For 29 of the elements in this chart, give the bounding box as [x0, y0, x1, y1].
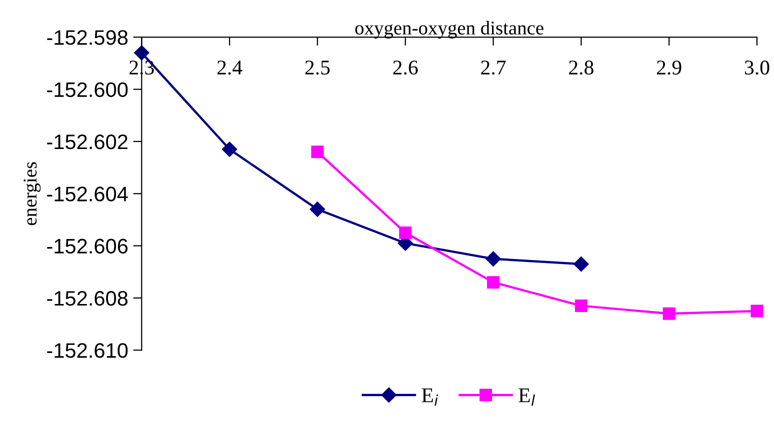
point	[311, 146, 324, 158]
y-tick-label: -152.608	[47, 290, 128, 306]
point	[222, 142, 238, 157]
x-tick-label: 2.6	[393, 60, 418, 75]
x-axis-title: oxygen-oxygen distance	[355, 20, 544, 39]
x-tick-label: 2.9	[656, 60, 682, 75]
point	[399, 226, 412, 240]
legend-label: E$_{l}$	[518, 388, 535, 406]
x-tick-label: 2.4	[217, 60, 242, 75]
point	[134, 45, 150, 60]
point	[574, 256, 589, 272]
legend-label: E$_{i}$	[422, 388, 438, 406]
point	[486, 251, 501, 266]
point	[310, 202, 326, 217]
point	[487, 276, 500, 289]
x-tick-label: 2.8	[569, 60, 594, 75]
y-tick-label: -152.598	[47, 30, 128, 45]
x-tick-label: 3.0	[744, 60, 770, 75]
x-tick-label: 2.7	[481, 60, 506, 75]
y-tick-label: -152.600	[47, 82, 128, 98]
x-tick-label: 2.5	[305, 60, 330, 75]
point	[750, 304, 764, 318]
y-tick-label: -152.606	[47, 238, 128, 254]
y-tick-label: -152.604	[47, 186, 128, 202]
point	[662, 307, 676, 320]
point	[574, 300, 588, 312]
y-tick-label: -152.602	[47, 134, 128, 150]
y-axis-title: energies	[24, 162, 41, 226]
y-tick-label: -152.610	[47, 343, 128, 358]
